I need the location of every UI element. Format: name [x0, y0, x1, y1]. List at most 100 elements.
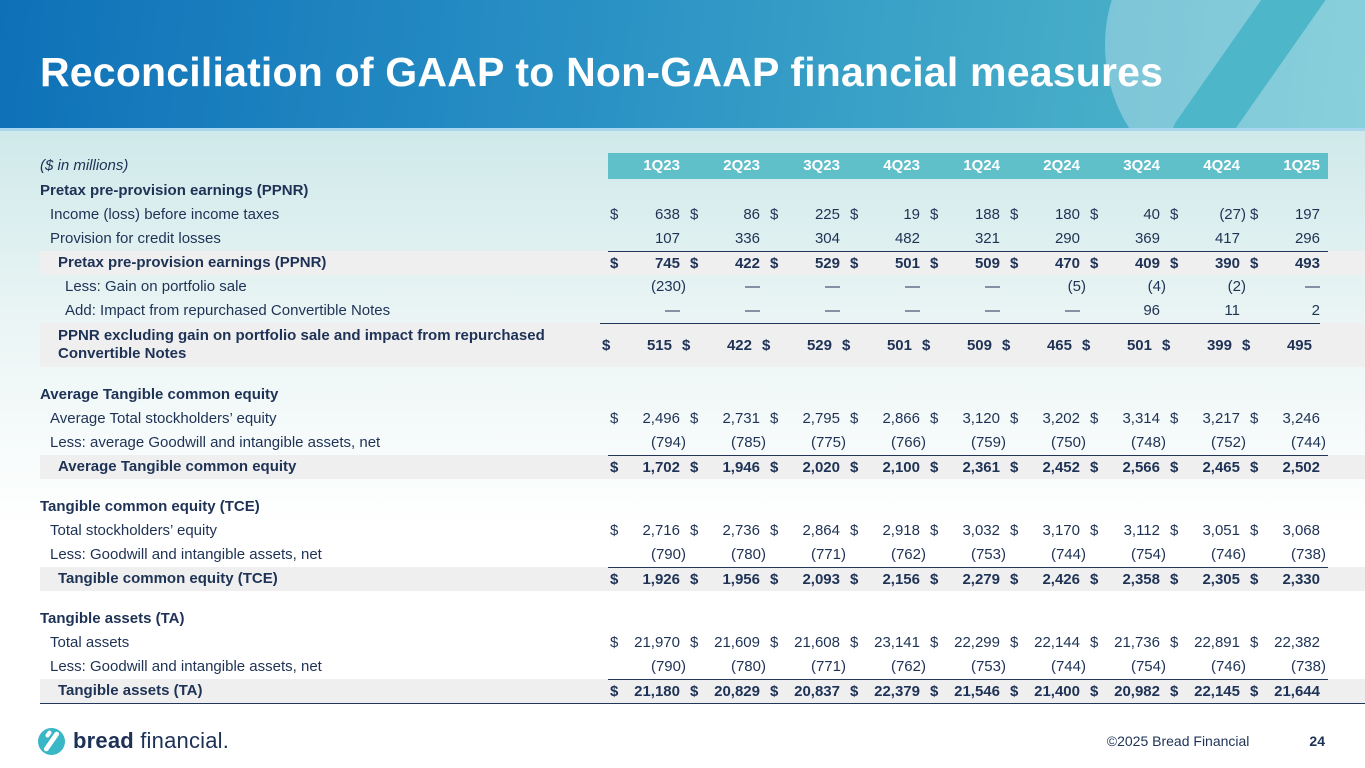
dollar-sign: $ [610, 682, 619, 700]
value-text: 21,400 [1034, 682, 1080, 700]
value-text: 22,379 [874, 682, 920, 700]
value-cell: (754) [1088, 546, 1168, 564]
value-text: (775) [810, 434, 846, 451]
value-text: 86 [743, 206, 760, 223]
dollar-sign: $ [770, 410, 779, 427]
brand-wordmark: bread financial. [73, 728, 229, 754]
value-text: 3,051 [1202, 522, 1240, 539]
dollar-sign: $ [1250, 206, 1259, 223]
dollar-sign: $ [1170, 682, 1179, 700]
value-text: (771) [810, 546, 846, 563]
row-label: Less: Gain on portfolio sale [65, 278, 247, 295]
dollar-sign: $ [690, 634, 699, 651]
dollar-sign: $ [1090, 634, 1099, 651]
row-values: (790) (780) (771) (762) (753) (744) (754) (746)… [608, 655, 1328, 679]
column-header: 2Q23 [723, 157, 760, 174]
row-values: $2,496 $2,731 $2,795 $2,866 $3,120 $3,202 $3,3… [608, 407, 1328, 431]
value-cell: (759) [928, 434, 1008, 452]
dollar-sign: $ [842, 336, 851, 354]
section-title: Average Tangible common equity [40, 386, 279, 403]
section-title: Tangible common equity (TCE) [40, 498, 260, 515]
value-cell: $22,145 [1168, 683, 1248, 701]
table-header-row: ($ in millions) 1Q23 2Q23 3Q23 4Q23 1Q24 2Q24… [40, 153, 1365, 179]
value-text: — [825, 302, 840, 319]
value-cell: $2,731 [688, 410, 768, 428]
copyright-text: ©2025 Bread Financial [1106, 733, 1250, 749]
value-cell: 304 [768, 230, 848, 248]
row-label: Pretax pre-provision earnings (PPNR) [58, 254, 327, 271]
value-text: (744) [1290, 434, 1326, 451]
dollar-sign: $ [610, 410, 619, 427]
row-label: Tangible assets (TA) [58, 682, 203, 699]
row-label: Total stockholders’ equity [50, 522, 218, 539]
value-text: 11 [1224, 302, 1240, 319]
value-cell: — [928, 278, 1008, 296]
value-text: (762) [890, 658, 926, 675]
dollar-sign: $ [1170, 254, 1179, 272]
value-cell: $21,644 [1248, 683, 1328, 701]
value-cell: $3,170 [1008, 522, 1088, 540]
value-text: 482 [894, 230, 920, 247]
value-cell: $22,379 [848, 683, 928, 701]
dollar-sign: $ [1170, 206, 1179, 223]
value-text: 3,314 [1122, 410, 1160, 427]
value-cell: $2,864 [768, 522, 848, 540]
value-text: 21,644 [1274, 682, 1320, 700]
value-text: — [905, 278, 920, 295]
dollar-sign: $ [690, 570, 699, 588]
table-row: Less: Goodwill and intangible assets, ne… [40, 543, 1365, 567]
value-text: (5) [1067, 278, 1086, 295]
value-cell: (780) [688, 658, 768, 676]
table-section: Pretax pre-provision earnings (PPNR) Inco… [40, 179, 1365, 367]
value-text: 2,918 [882, 522, 920, 539]
value-text: (752) [1210, 434, 1246, 451]
dollar-sign: $ [1090, 522, 1099, 539]
dollar-sign: $ [770, 570, 779, 588]
slide-title: Reconciliation of GAAP to Non-GAAP finan… [40, 48, 1164, 95]
value-cell: $638 [608, 206, 688, 224]
value-cell: $1,946 [688, 459, 768, 477]
value-text: 21,180 [634, 682, 680, 700]
dollar-sign: $ [610, 254, 619, 272]
value-text: (746) [1210, 546, 1246, 563]
value-text: (230) [650, 278, 686, 295]
value-cell: $188 [928, 206, 1008, 224]
brand-logo-mark-icon [38, 727, 65, 755]
value-cell: $21,609 [688, 634, 768, 652]
section-header-row: Pretax pre-provision earnings (PPNR) [40, 179, 1365, 203]
value-text: 2,093 [802, 570, 840, 588]
value-cell: (746) [1168, 658, 1248, 676]
value-cell: $2,358 [1088, 571, 1168, 589]
dollar-sign: $ [770, 206, 779, 223]
value-cell: (790) [608, 658, 688, 676]
value-text: 2,100 [882, 458, 920, 476]
value-cell: $495 [1240, 337, 1320, 355]
dollar-sign: $ [762, 336, 771, 354]
value-cell: $2,361 [928, 459, 1008, 477]
dollar-sign: $ [1010, 254, 1019, 272]
value-text: 22,299 [954, 634, 1000, 651]
dollar-sign: $ [1170, 570, 1179, 588]
value-text: 422 [734, 254, 760, 272]
dollar-sign: $ [682, 336, 691, 354]
dollar-sign: $ [930, 458, 939, 476]
value-cell: $501 [1080, 337, 1160, 355]
row-label: Total assets [50, 634, 130, 651]
dollar-sign: $ [1250, 254, 1259, 272]
value-text: 409 [1134, 254, 1160, 272]
value-text: 3,246 [1282, 410, 1320, 427]
dollar-sign: $ [930, 410, 939, 427]
value-cell: (762) [848, 658, 928, 676]
value-text: (744) [1050, 658, 1086, 675]
value-cell: 369 [1088, 230, 1168, 248]
value-text: 2,426 [1042, 570, 1080, 588]
value-cell: $2,020 [768, 459, 848, 477]
value-cell: $2,100 [848, 459, 928, 477]
brand-word-bread: bread [73, 728, 134, 753]
value-text: — [1305, 278, 1320, 295]
value-cell: $501 [848, 255, 928, 273]
value-cell: $197 [1248, 206, 1328, 224]
value-cell: $2,795 [768, 410, 848, 428]
value-cell: $2,866 [848, 410, 928, 428]
value-text: 2,502 [1282, 458, 1320, 476]
